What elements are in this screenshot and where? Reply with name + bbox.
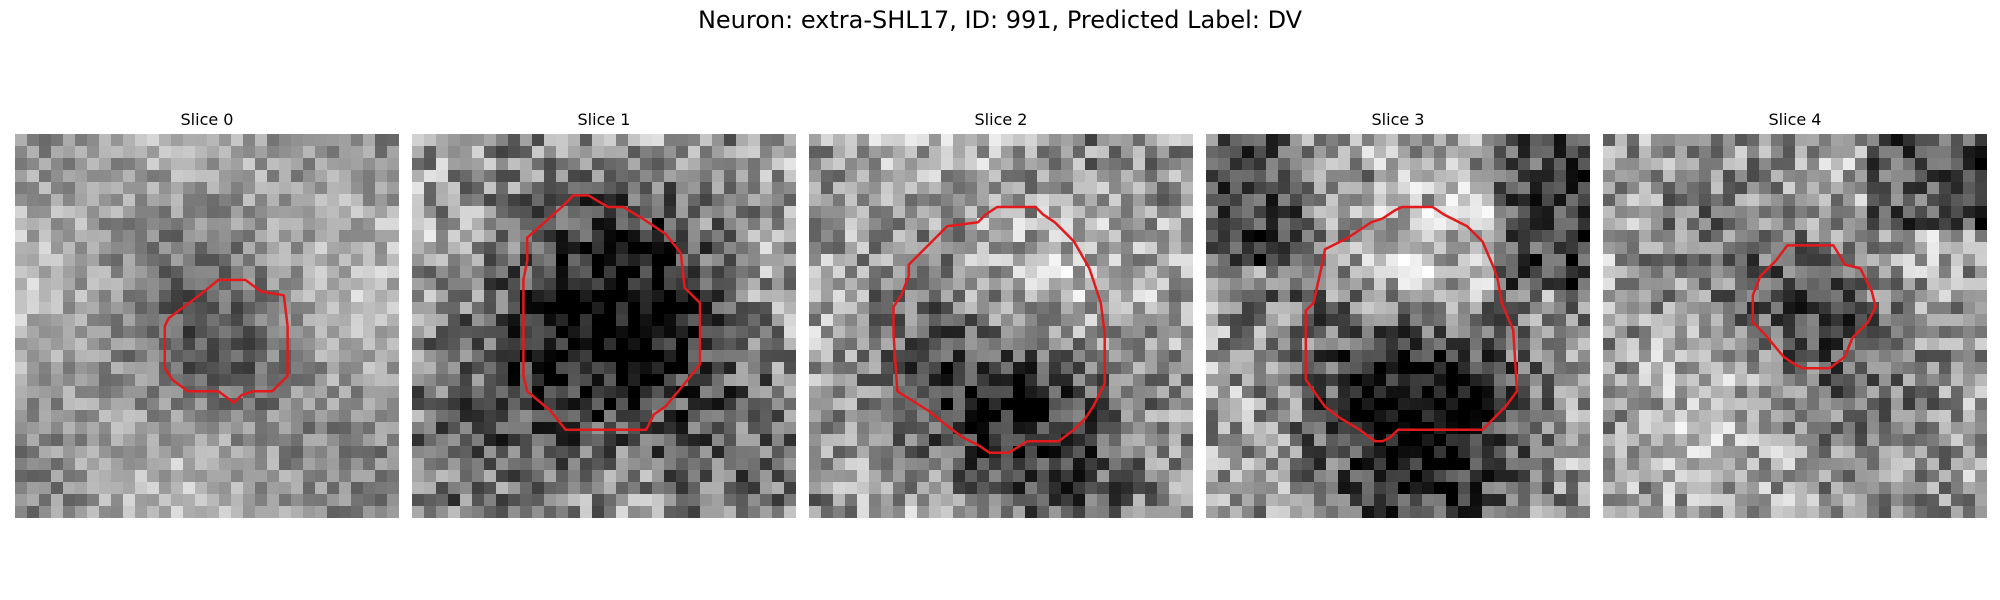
slice-title: Slice 1: [577, 110, 631, 129]
neuron-contour: [1751, 244, 1877, 370]
slice-image-frame: [809, 134, 1193, 518]
slice-image: [1206, 134, 1590, 518]
slice-image: [1603, 134, 1987, 518]
slice-image-frame: [15, 134, 399, 518]
neuron-contour-overlay: [522, 194, 702, 431]
slice-panel-4: Slice 4: [1603, 108, 1987, 518]
slice-panel-1: Slice 1: [412, 108, 796, 518]
slice-image: [809, 134, 1193, 518]
slice-title: Slice 4: [1768, 110, 1822, 129]
slice-image: [412, 134, 796, 518]
slice-title: Slice 0: [180, 110, 234, 129]
slice-panel-2: Slice 2: [809, 108, 1193, 518]
slice-image-frame: [1206, 134, 1590, 518]
neuron-contour: [163, 278, 289, 405]
neuron-contour-overlay: [1751, 244, 1877, 370]
neuron-contour: [522, 194, 702, 431]
slice-image-frame: [1603, 134, 1987, 518]
slice-title: Slice 2: [974, 110, 1028, 129]
figure-title: Neuron: extra-SHL17, ID: 991, Predicted …: [697, 6, 1303, 34]
neuron-contour: [1304, 205, 1519, 443]
slice-image-frame: [412, 134, 796, 518]
slice-image: [15, 134, 399, 518]
slice-panel-3: Slice 3: [1206, 108, 1590, 518]
slice-title: Slice 3: [1371, 110, 1425, 129]
neuron-contour-overlay: [163, 278, 289, 405]
slice-panel-0: Slice 0: [15, 108, 399, 518]
neuron-contour: [892, 205, 1106, 454]
neuron-contour-overlay: [1304, 205, 1519, 443]
neuron-contour-overlay: [892, 205, 1106, 454]
